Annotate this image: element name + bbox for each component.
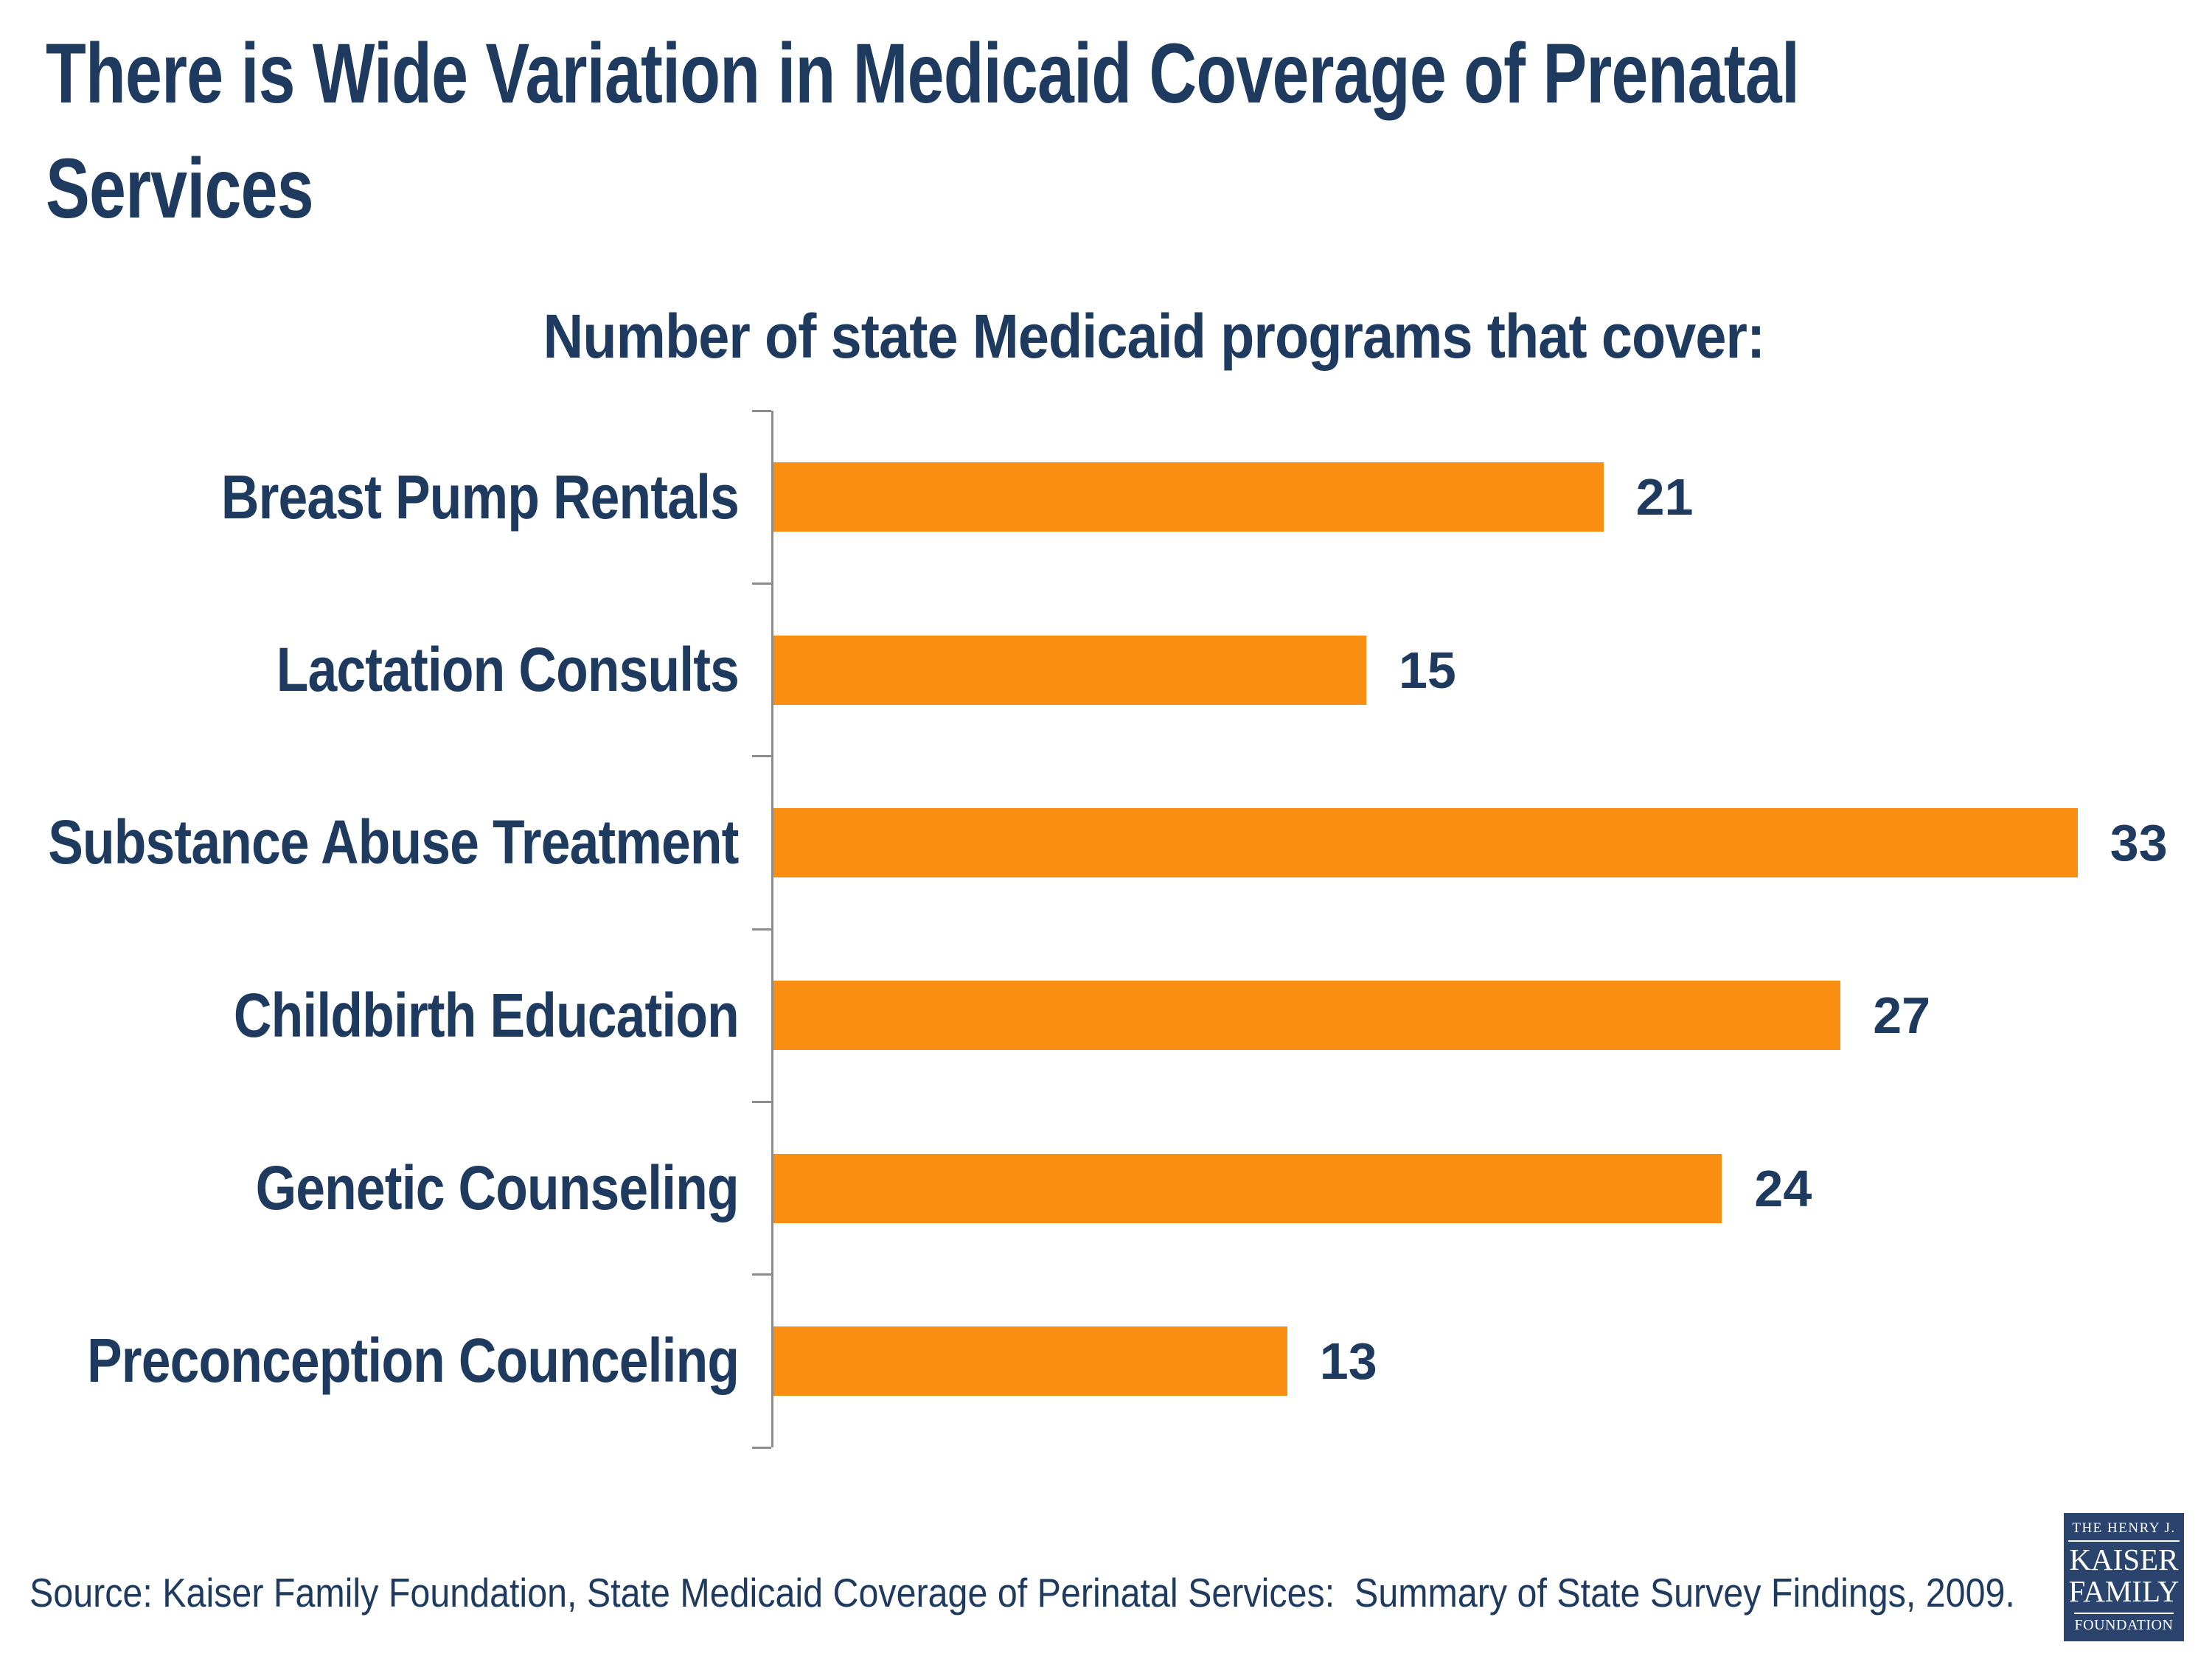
category-label-text: Substance Abuse Treatment (48, 807, 740, 877)
value-label: 27 (1873, 987, 1931, 1045)
category-label: Childbirth Education (0, 929, 740, 1102)
chart-subtitle: Number of state Medicaid programs that c… (543, 302, 1766, 371)
axis-tick (752, 928, 771, 931)
bar (773, 1153, 1722, 1223)
source-note: Source: Kaiser Family Foundation, State … (29, 1570, 2015, 1615)
value-label: 21 (1635, 468, 1694, 526)
category-label: Substance Abuse Treatment (0, 757, 740, 929)
bar (773, 462, 1604, 532)
axis-tick (752, 755, 771, 758)
logo-text-family: FAMILY (2068, 1574, 2180, 1609)
y-axis-line (771, 411, 773, 1447)
category-label: Genetic Counseling (0, 1102, 740, 1274)
category-label-text: Genetic Counseling (255, 1152, 740, 1222)
axis-tick (752, 409, 771, 412)
category-label-text: Breast Pump Rentals (220, 462, 740, 532)
chart-title-line2: Services (46, 142, 314, 237)
category-label: Preconception Counceling (0, 1275, 740, 1447)
value-label: 13 (1319, 1332, 1377, 1390)
bar (773, 807, 2078, 877)
category-label-text: Preconception Counceling (86, 1326, 740, 1396)
axis-tick (752, 582, 771, 585)
logo-text-henry-j: THE HENRY J. (2068, 1520, 2180, 1542)
value-label: 15 (1399, 641, 1456, 699)
axis-tick (752, 1446, 771, 1449)
bar (773, 635, 1366, 705)
bar (773, 1326, 1287, 1396)
bar (773, 981, 1841, 1051)
logo-text-kaiser: KAISER (2069, 1543, 2179, 1576)
value-label: 33 (2110, 813, 2168, 872)
category-label: Lactation Consults (0, 583, 740, 756)
chart-title: There is Wide Variation in Medicaid Cove… (46, 16, 1800, 247)
kaiser-family-foundation-logo: THE HENRY J. KAISER FAMILY FOUNDATION (2064, 1513, 2184, 1641)
chart-title-line1: There is Wide Variation in Medicaid Cove… (46, 27, 1800, 121)
category-label: Breast Pump Rentals (0, 411, 740, 583)
category-label-text: Childbirth Education (233, 980, 740, 1050)
value-label: 24 (1754, 1159, 1812, 1217)
logo-text-foundation: FOUNDATION (2074, 1616, 2174, 1633)
axis-tick (752, 1273, 771, 1276)
axis-tick (752, 1100, 771, 1103)
logo-divider (2073, 1612, 2174, 1614)
category-label-text: Lactation Consults (276, 634, 740, 704)
